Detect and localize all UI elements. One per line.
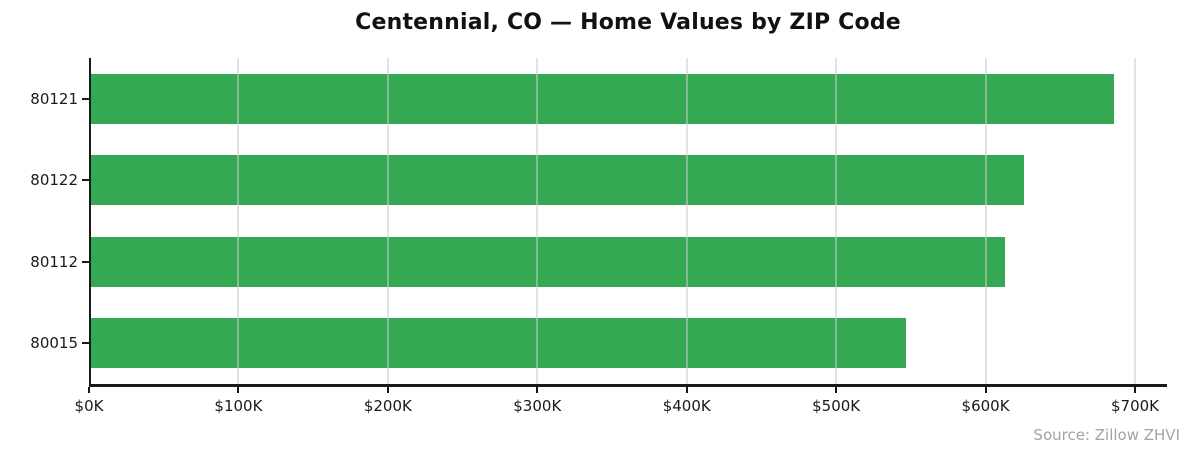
x-tick-label: $700K	[1110, 397, 1159, 415]
gridline	[536, 58, 539, 384]
y-axis-line	[89, 58, 91, 387]
y-tick-label-80112: 80112	[30, 252, 78, 271]
gridline	[685, 58, 688, 384]
x-tick-mark	[536, 387, 539, 393]
x-tick-mark	[984, 387, 987, 393]
x-tick-label: $100K	[214, 397, 263, 415]
x-tick-label: $400K	[662, 397, 711, 415]
x-tick-mark	[386, 387, 389, 393]
gridline	[1134, 58, 1136, 384]
x-tick-label: $200K	[363, 397, 412, 415]
source-note: Source: Zillow ZHVI	[1033, 426, 1180, 444]
y-tick-mark	[82, 97, 89, 100]
x-tick-label: $600K	[961, 397, 1010, 415]
x-tick-mark	[237, 387, 240, 393]
bar-80121	[91, 73, 1115, 124]
gridline	[386, 58, 389, 384]
bar-80112	[91, 236, 1005, 287]
x-tick-label: $300K	[513, 397, 562, 415]
y-tick-label-80121: 80121	[30, 89, 78, 108]
y-tick-mark	[82, 179, 89, 182]
y-tick-label-80015: 80015	[30, 334, 78, 353]
x-tick-mark	[685, 387, 688, 393]
x-axis-line	[89, 384, 1167, 387]
chart-title: Centennial, CO — Home Values by ZIP Code	[355, 10, 901, 35]
x-tick-mark	[1134, 387, 1136, 393]
x-tick-mark	[88, 387, 90, 393]
bar-80122	[91, 155, 1025, 206]
x-tick-mark	[835, 387, 838, 393]
gridline	[984, 58, 987, 384]
gridline	[237, 58, 240, 384]
y-tick-label-80122: 80122	[30, 171, 78, 190]
x-tick-label: $500K	[812, 397, 861, 415]
y-tick-mark	[82, 260, 89, 263]
gridline	[835, 58, 838, 384]
y-tick-mark	[82, 342, 89, 345]
bar-80015	[91, 318, 907, 369]
x-tick-label: $0K	[74, 397, 104, 415]
